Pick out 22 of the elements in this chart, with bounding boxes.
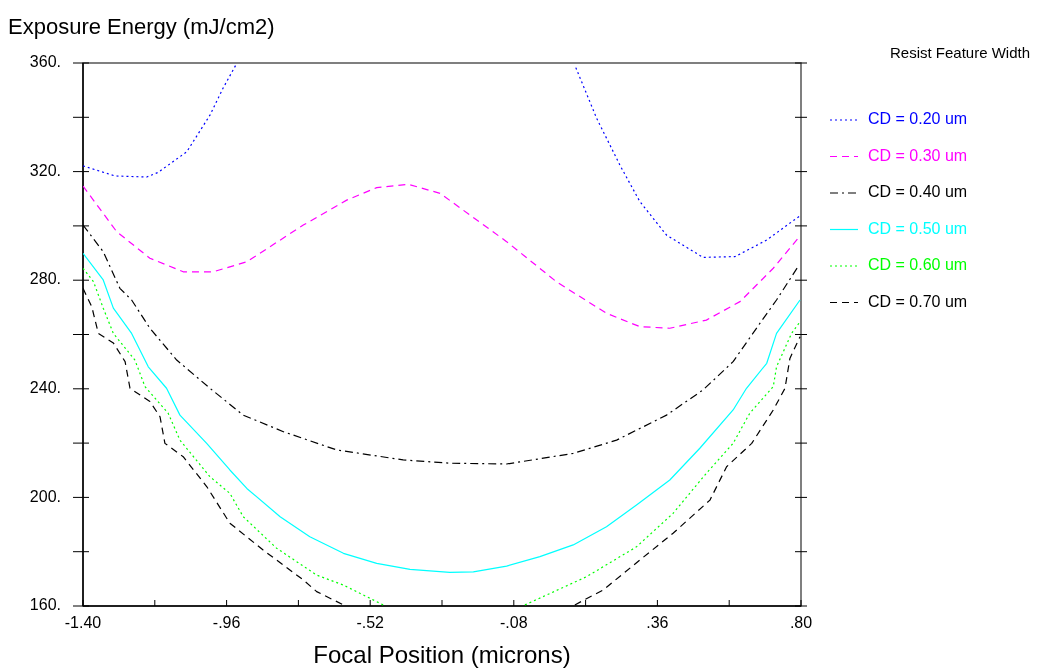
x-tick-label: .36 bbox=[646, 614, 669, 631]
y-tick-label: 360. bbox=[29, 53, 61, 71]
y-tick-label: 320. bbox=[29, 161, 61, 179]
legend-title: Resist Feature Width bbox=[889, 44, 1030, 61]
x-tick-label: -.08 bbox=[500, 614, 528, 631]
x-tick-label: .80 bbox=[789, 614, 813, 631]
x-tick-label: -.52 bbox=[356, 614, 385, 631]
legend-label: CD = 0.40 um bbox=[868, 183, 968, 201]
line-series bbox=[83, 183, 799, 329]
y-tick-label: 200. bbox=[29, 487, 61, 505]
legend-label: CD = 0.70 um bbox=[868, 292, 968, 310]
legend-label: CD = 0.20 um bbox=[868, 110, 968, 128]
y-tick-label: 280. bbox=[29, 270, 61, 288]
legend-label: CD = 0.50 um bbox=[868, 219, 968, 237]
y-axis-title: Exposure Energy (mJ/cm2) bbox=[8, 14, 275, 39]
y-tick-label: 160. bbox=[29, 596, 61, 614]
y-tick-label: 240. bbox=[29, 379, 61, 397]
legend-label: CD = 0.30 um bbox=[868, 146, 968, 164]
x-tick-label: -.96 bbox=[212, 614, 241, 631]
x-tick-label: -1.40 bbox=[64, 614, 102, 631]
x-axis-title: Focal Position (microns) bbox=[313, 641, 571, 668]
legend-label: CD = 0.60 um bbox=[868, 256, 968, 274]
